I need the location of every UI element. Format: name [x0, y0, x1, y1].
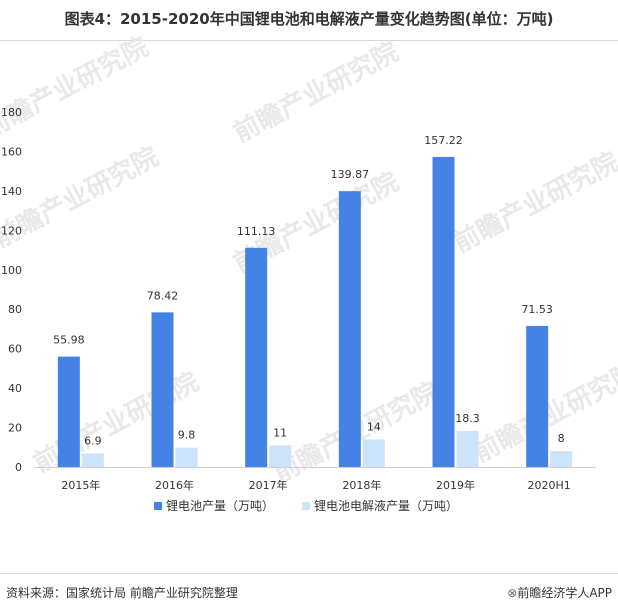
battery-bar	[151, 312, 174, 467]
watermark-text: 前瞻产业研究院	[0, 31, 154, 144]
data-label: 139.87	[331, 168, 370, 181]
battery-bar	[432, 156, 455, 467]
electrolyte-bar	[456, 430, 479, 467]
y-tick-label: 40	[8, 382, 22, 395]
source-note: 资料来源：国家统计局 前瞻产业研究院整理	[6, 586, 238, 600]
battery-bar	[526, 325, 549, 467]
title-divider	[0, 40, 618, 41]
data-label: 18.3	[455, 412, 480, 425]
electrolyte-bar	[175, 447, 198, 467]
data-label: 11	[273, 426, 287, 439]
x-tick-label: 2018年	[342, 478, 381, 492]
watermark-text: 前瞻产业研究院	[228, 36, 403, 149]
y-tick-label: 120	[1, 224, 22, 237]
y-tick-label: 20	[8, 422, 22, 435]
bars-layer: 55.98 78.42 111.13 139.87 157.22 71.53 6.9 9.8 1…	[53, 134, 573, 468]
y-tick-label: 60	[8, 343, 22, 356]
electrolyte-bar	[81, 453, 104, 467]
data-label: 14	[367, 420, 381, 433]
y-tick-label: 80	[8, 303, 22, 316]
data-label: 71.53	[521, 303, 553, 316]
legend-label-electrolyte: 锂电池电解液产量（万吨）	[314, 498, 458, 513]
data-label: 55.98	[53, 334, 85, 347]
brand-logo-icon: ⊗	[507, 586, 518, 600]
battery-bar	[338, 191, 361, 468]
x-tick-label: 2016年	[155, 478, 194, 492]
data-label: 78.42	[147, 289, 179, 302]
footer-divider	[0, 573, 618, 574]
y-tick-label: 140	[1, 185, 22, 198]
data-label: 8	[558, 432, 565, 445]
legend: 锂电池产量（万吨） 锂电池电解液产量（万吨）	[154, 498, 458, 513]
x-tick-label: 2019年	[436, 478, 475, 492]
battery-bar	[57, 356, 80, 467]
data-label: 6.9	[84, 434, 102, 447]
electrolyte-bar	[362, 439, 385, 467]
y-tick-label: 100	[1, 264, 22, 277]
watermark-text: 前瞻产业研究院	[448, 146, 618, 259]
x-tick-label: 2017年	[249, 478, 288, 492]
watermark-text: 前瞻产业研究院	[0, 141, 164, 254]
data-label: 111.13	[237, 225, 276, 238]
y-tick-label: 180	[1, 106, 22, 119]
legend-swatch-electrolyte	[302, 502, 310, 510]
y-tick-label: 0	[15, 461, 22, 474]
electrolyte-bar	[269, 445, 292, 467]
brand-label: ⊗前瞻经济学人APP	[507, 584, 612, 601]
brand-text: 前瞻经济学人APP	[517, 586, 612, 600]
y-tick-label: 160	[1, 145, 22, 158]
x-tick-label: 2020H1	[528, 479, 571, 492]
x-axis: 2015年 2016年 2017年 2018年 2019年 2020H1	[34, 467, 596, 492]
legend-label-battery: 锂电池产量（万吨）	[166, 498, 274, 513]
y-axis: 0 20 40 60 80 100 120 140 160 180	[1, 106, 22, 474]
x-tick-label: 2015年	[61, 478, 100, 492]
battery-bar	[245, 247, 268, 467]
electrolyte-bar	[550, 451, 573, 467]
data-label: 157.22	[424, 134, 463, 147]
data-label: 9.8	[178, 429, 196, 442]
legend-swatch-battery	[154, 502, 162, 510]
chart-title: 图表4：2015-2020年中国锂电池和电解液产量变化趋势图(单位：万吨)	[64, 10, 554, 28]
